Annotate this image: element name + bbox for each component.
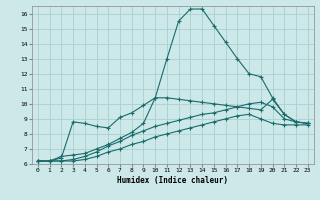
X-axis label: Humidex (Indice chaleur): Humidex (Indice chaleur) — [117, 176, 228, 185]
